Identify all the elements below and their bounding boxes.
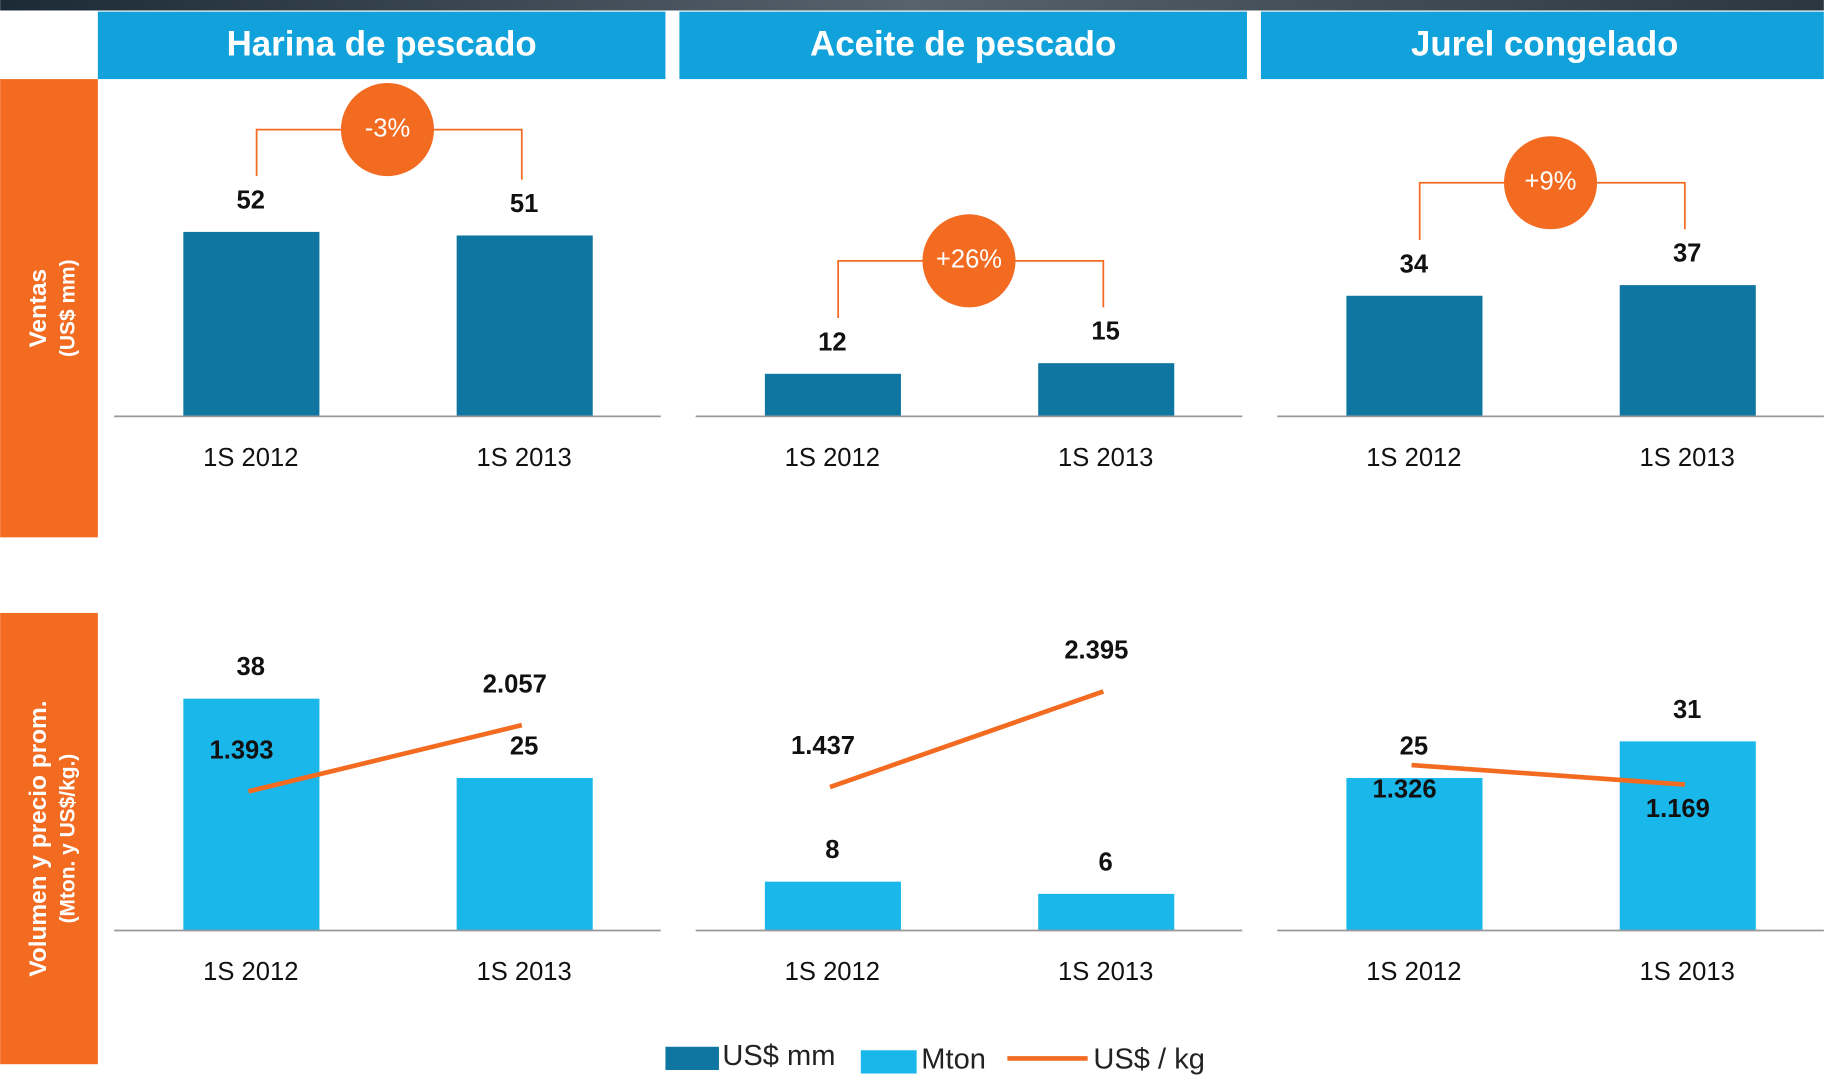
row-title: Volumen y precio prom. [25,700,52,976]
value-label: 12 [818,328,846,356]
bar [1346,777,1483,931]
x-tick-label: 1S 2013 [1058,444,1153,472]
row-label-box [0,612,98,1065]
bar [1038,363,1175,417]
change-badge [922,214,1016,308]
row-subtitle: (US$ mm) [56,259,79,357]
line [829,689,1105,790]
value-label: 38 [237,653,265,681]
x-tick-label: 1S 2013 [476,444,571,472]
change-badge [1504,136,1598,230]
change-badge [340,83,434,177]
value-label: 15 [1091,318,1119,346]
line [1411,762,1686,787]
line [247,722,523,794]
x-tick-label: 1S 2013 [1058,958,1153,986]
row-label: Volumen y precio prom. (Mton. y US$/kg.) [25,700,79,976]
x-tick-label: 1S 2012 [1366,958,1461,986]
bar [183,231,320,417]
column-title: Aceite de pescado [810,25,1116,64]
bar [1038,893,1175,931]
legend-swatch [665,1046,719,1071]
line-value-label: 1.326 [1373,775,1437,803]
x-tick-label: 1S 2012 [1366,444,1461,472]
x-tick-label: 1S 2012 [785,444,880,472]
row-title: Ventas [25,269,52,348]
value-label: 37 [1673,240,1701,268]
column-header [679,11,1247,80]
change-label: -3% [365,114,411,142]
value-label: 8 [825,836,839,864]
x-tick-label: 1S 2012 [203,958,298,986]
bar [1619,285,1756,417]
change-label: +26% [936,246,1002,274]
bar [183,698,320,931]
column-title: Jurel congelado [1411,25,1678,64]
line-value-label: 1.437 [791,732,855,760]
value-label: 25 [510,732,538,760]
legend-label: US$ mm [722,1040,835,1072]
legend-label: US$ / kg [1093,1043,1204,1075]
bar [456,235,593,417]
x-tick-label: 1S 2013 [1640,444,1735,472]
value-label: 31 [1673,696,1701,724]
row-label: Ventas (US$ mm) [25,259,79,357]
column-header [97,11,666,80]
legend-swatch [860,1050,917,1074]
value-label: 6 [1099,848,1113,876]
x-tick-label: 1S 2013 [1640,958,1735,986]
value-label: 52 [237,186,265,214]
value-label: 34 [1400,250,1429,278]
x-tick-label: 1S 2012 [203,444,298,472]
row-subtitle: (Mton. y US$/kg.) [56,754,79,924]
x-tick-label: 1S 2013 [476,958,571,986]
change-label: +9% [1525,168,1577,196]
column-title: Harina de pescado [227,25,537,64]
line-value-label: 2.057 [483,670,547,698]
bar [456,777,593,931]
x-tick-label: 1S 2012 [785,958,880,986]
bar [1619,741,1756,931]
column-header [1260,11,1824,80]
row-label-box [0,79,98,538]
bar [764,373,901,417]
bar [1346,295,1483,417]
value-label: 25 [1400,732,1428,760]
line-value-label: 1.169 [1646,795,1710,823]
line-value-label: 2.395 [1064,637,1128,665]
bar [764,881,901,931]
line-value-label: 1.393 [209,737,273,765]
legend-label: Mton [921,1043,986,1075]
value-label: 51 [510,190,538,218]
top-image-strip [0,0,1824,11]
